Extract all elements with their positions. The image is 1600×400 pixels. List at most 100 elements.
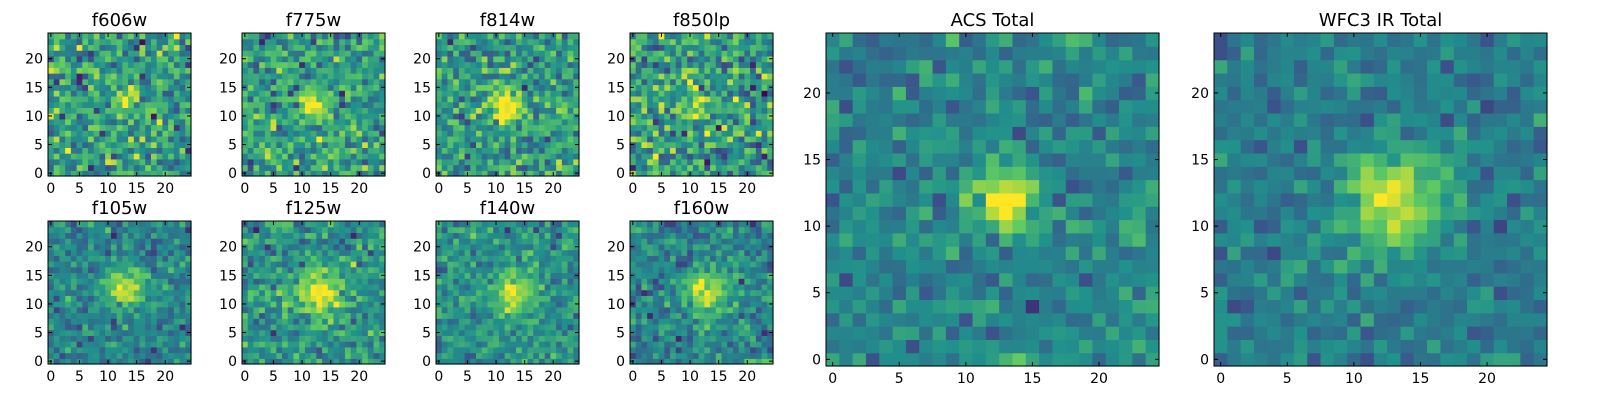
heatmap-cell xyxy=(641,278,648,285)
heatmap-cell xyxy=(242,249,249,256)
heatmap-cell xyxy=(635,124,643,131)
heatmap-cell xyxy=(59,84,66,91)
heatmap-cell xyxy=(139,323,146,331)
heatmap-cell xyxy=(82,164,89,171)
heatmap-cell xyxy=(287,329,295,336)
heatmap-cell xyxy=(573,44,580,51)
heatmap-cell xyxy=(93,261,101,268)
heatmap-cell xyxy=(356,243,363,251)
heatmap-cell xyxy=(487,352,494,359)
heatmap-cell xyxy=(458,55,466,63)
heatmap-cell xyxy=(635,118,643,126)
panel-title: f814w xyxy=(480,10,535,31)
heatmap-cell xyxy=(692,289,700,296)
heatmap-cell xyxy=(470,141,477,148)
heatmap-cell xyxy=(179,101,186,108)
heatmap-cell xyxy=(493,346,500,354)
heatmap-cell xyxy=(447,346,454,354)
heatmap-cell xyxy=(76,130,83,137)
heatmap-cell xyxy=(122,164,129,171)
heatmap-cell xyxy=(698,67,705,74)
heatmap-cell xyxy=(755,101,763,108)
heatmap-cell xyxy=(99,95,106,103)
heatmap-cell xyxy=(453,289,460,296)
heatmap-cell xyxy=(527,124,534,131)
heatmap-cell xyxy=(304,44,312,51)
heatmap-cell xyxy=(481,226,489,234)
heatmap-cell xyxy=(436,164,443,171)
heatmap-cell xyxy=(681,272,688,279)
heatmap-cell xyxy=(139,278,146,285)
heatmap-cell xyxy=(767,158,774,166)
heatmap-cell xyxy=(156,38,163,46)
heatmap-cell xyxy=(521,249,529,256)
heatmap-cell xyxy=(692,301,700,308)
heatmap-cell xyxy=(521,101,529,108)
heatmap-cell xyxy=(755,278,763,285)
heatmap-cell xyxy=(692,67,700,74)
heatmap-cell xyxy=(65,243,72,251)
heatmap-cell xyxy=(761,33,768,40)
heatmap-cell xyxy=(527,232,534,239)
heatmap-cell xyxy=(247,130,255,137)
heatmap-cell xyxy=(362,312,369,319)
heatmap-cell xyxy=(99,312,106,319)
heatmap-cell xyxy=(630,164,637,171)
heatmap-cell xyxy=(732,124,740,131)
heatmap-cell xyxy=(441,141,449,148)
heatmap-cell xyxy=(675,107,683,114)
heatmap-cell xyxy=(350,33,357,40)
heatmap-cell xyxy=(82,84,89,91)
heatmap-cell xyxy=(122,107,129,114)
heatmap-cell xyxy=(356,95,363,103)
heatmap-cell xyxy=(550,306,557,314)
heatmap-cell xyxy=(527,283,534,291)
heatmap-cell xyxy=(53,295,61,302)
heatmap-cell xyxy=(88,243,95,251)
heatmap-cell xyxy=(287,306,295,314)
heatmap-cell xyxy=(453,55,460,63)
heatmap-cell xyxy=(750,341,757,348)
heatmap-cell xyxy=(550,55,557,63)
heatmap-cell xyxy=(156,221,163,228)
heatmap-cell xyxy=(755,90,763,97)
heatmap-cell xyxy=(287,323,295,331)
heatmap-cell xyxy=(556,283,563,291)
heatmap-cell xyxy=(447,255,454,262)
heatmap-cell xyxy=(561,329,569,336)
heatmap-cell xyxy=(65,130,72,137)
heatmap-cell xyxy=(105,118,112,126)
heatmap-cell xyxy=(156,232,163,239)
heatmap-cell xyxy=(293,95,300,103)
heatmap-cell xyxy=(504,153,511,160)
heatmap-cell xyxy=(516,341,523,348)
heatmap-cell xyxy=(521,352,529,359)
heatmap-cell xyxy=(750,61,757,68)
heatmap-cell xyxy=(293,278,300,285)
heatmap-cell xyxy=(150,118,158,126)
heatmap-cell xyxy=(299,272,306,279)
heatmap-cell xyxy=(516,135,523,143)
heatmap-cell xyxy=(339,44,346,51)
heatmap-cell xyxy=(139,329,146,336)
heatmap-cell xyxy=(76,61,83,68)
heatmap-cell xyxy=(447,221,454,228)
heatmap-cell xyxy=(162,67,169,74)
heatmap-cell xyxy=(715,101,723,108)
heatmap-cell xyxy=(750,95,757,103)
heatmap-cell xyxy=(99,90,106,97)
heatmap-cell xyxy=(299,124,306,131)
heatmap-cell xyxy=(76,124,83,131)
heatmap-cell xyxy=(139,38,146,46)
heatmap-cell xyxy=(681,118,688,126)
heatmap-cell xyxy=(122,232,129,239)
heatmap-cell xyxy=(556,67,563,74)
heatmap-cell xyxy=(681,289,688,296)
heatmap-cell xyxy=(658,73,665,80)
heatmap-cell xyxy=(82,238,89,245)
heatmap-cell xyxy=(573,61,580,68)
heatmap-cell xyxy=(710,341,717,348)
heatmap-cell xyxy=(675,323,683,331)
heatmap-cell xyxy=(373,301,380,308)
heatmap-cell xyxy=(556,61,563,68)
